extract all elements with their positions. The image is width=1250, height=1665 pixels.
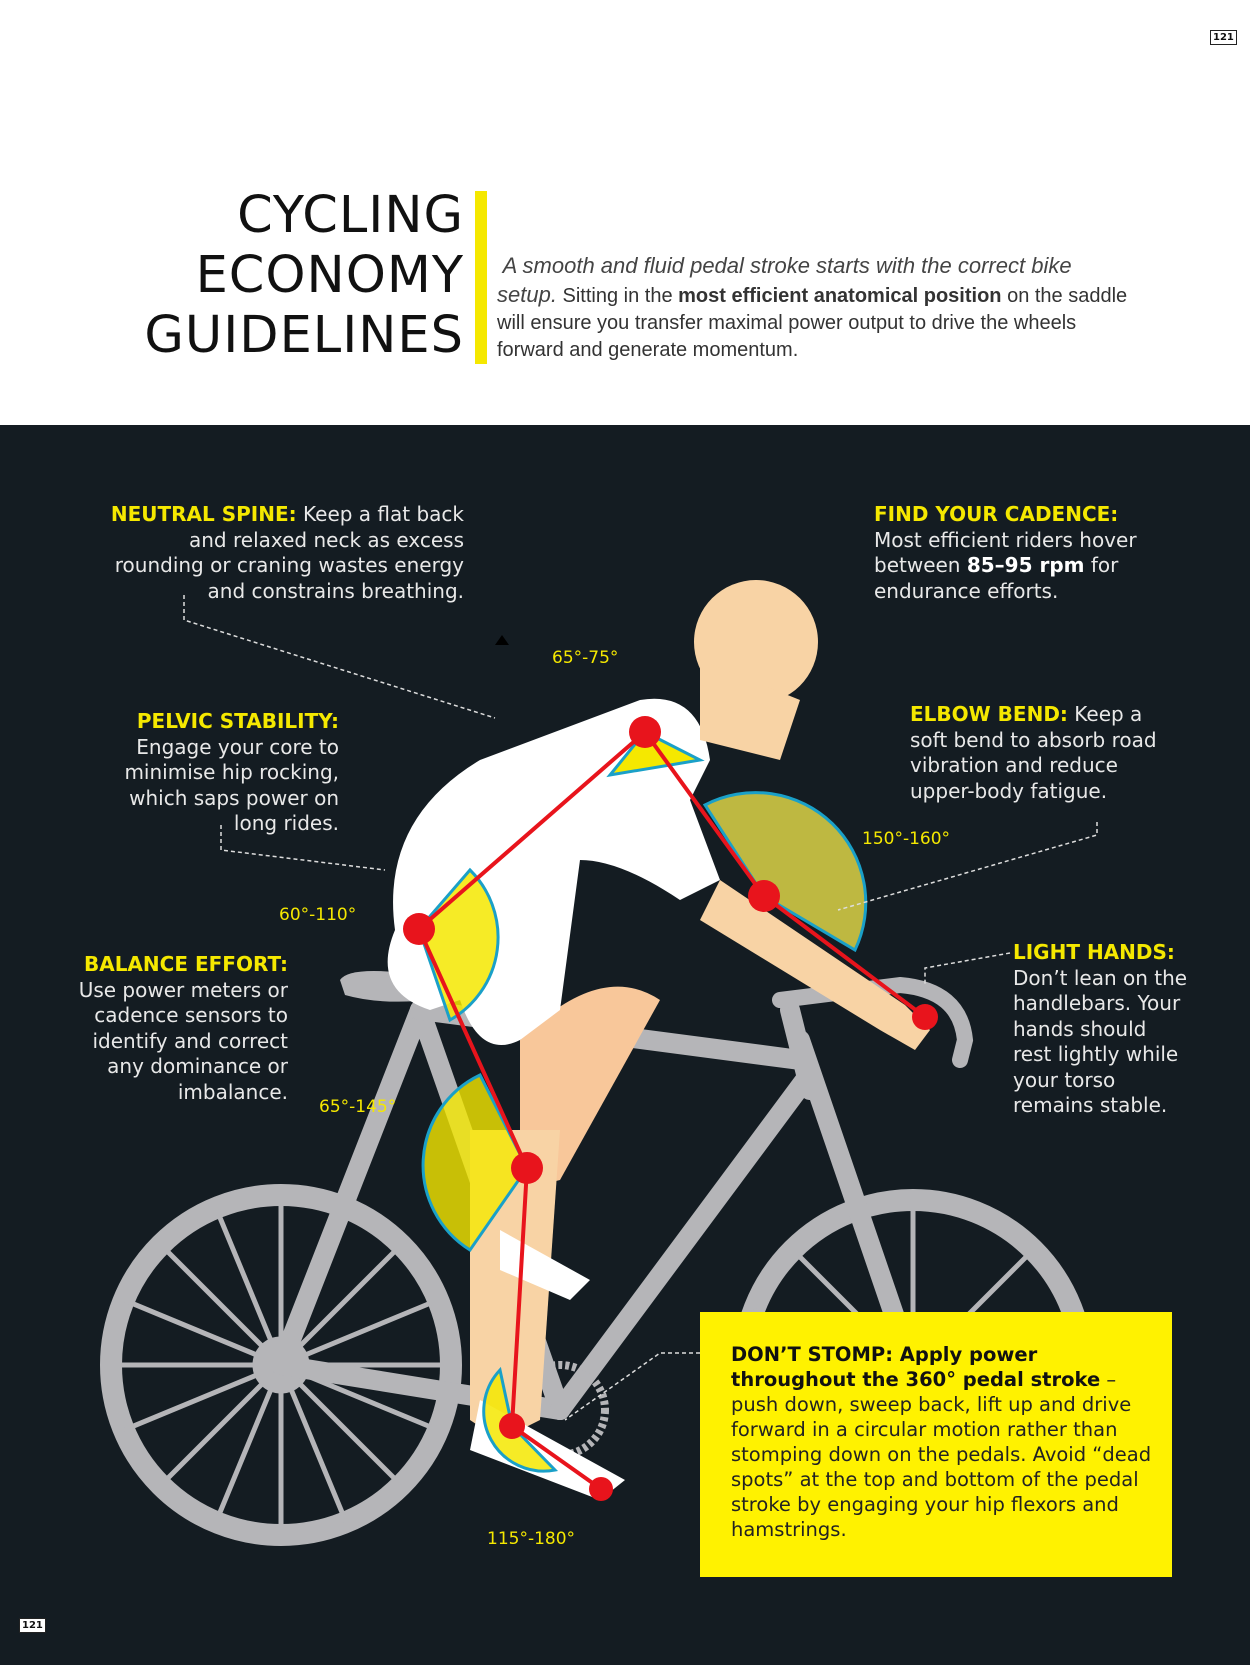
angle-shoulder: 65°-75° <box>552 648 619 668</box>
joint-markers <box>403 716 938 1501</box>
wrist-joint <box>912 1004 938 1030</box>
angle-ankle: 115°-180° <box>487 1529 576 1549</box>
page-title: CYCLING ECONOMY GUIDELINES <box>144 186 464 366</box>
toe-joint <box>589 1477 613 1501</box>
title-accent-bar <box>475 191 487 364</box>
tip-neutral-spine: NEUTRAL SPINE: Keep a flat back and rela… <box>110 502 464 603</box>
title-line: GUIDELINES <box>144 306 464 365</box>
intro-paragraph: A smooth and fluid pedal stroke starts w… <box>497 252 1137 364</box>
stomp-heading: DON’T STOMP: Apply power throughout the … <box>731 1343 1101 1391</box>
ankle-joint <box>499 1413 525 1439</box>
tip-elbow-bend: ELBOW BEND: Keep a soft bend to absorb r… <box>910 702 1157 803</box>
page-number-bottom: 121 <box>19 1618 46 1633</box>
intro-text: on the saddle will ensure you transfer m… <box>497 285 1128 361</box>
leader-lines <box>183 595 1098 1421</box>
angle-knee: 65°-145° <box>319 1097 397 1117</box>
title-line: CYCLING <box>237 186 464 245</box>
elbow-joint <box>748 880 780 912</box>
page-number-top: 121 <box>1210 30 1237 45</box>
tip-dont-stomp: DON’T STOMP: Apply power throughout the … <box>700 1312 1172 1577</box>
angle-elbow: 150°-160° <box>862 829 951 849</box>
intro-italic: A smooth and fluid pedal stroke starts w… <box>497 253 1072 307</box>
stomp-text: – push down, sweep back, lift up and dri… <box>731 1368 1152 1541</box>
tip-pelvic-stability: PELVIC STABILITY: Engage your core to mi… <box>124 709 339 835</box>
rider <box>387 580 938 1501</box>
intro-text: Sitting in the <box>556 285 679 307</box>
shoulder-joint <box>629 716 661 748</box>
tip-balance-effort: BALANCE EFFORT: Use power meters or cade… <box>78 952 288 1104</box>
tip-cadence: FIND YOUR CADENCE: Most efficient riders… <box>874 502 1137 603</box>
intro-bold: most efficient anatomical position <box>678 285 1002 307</box>
hip-joint <box>403 913 435 945</box>
joint-lines <box>417 729 927 1491</box>
knee-joint <box>511 1152 543 1184</box>
triangle-marker <box>495 635 509 645</box>
tip-light-hands: LIGHT HANDS: Don’t lean on the handlebar… <box>1013 940 1188 1117</box>
angle-hip: 60°-110° <box>279 905 357 925</box>
title-line: ECONOMY <box>195 246 464 305</box>
